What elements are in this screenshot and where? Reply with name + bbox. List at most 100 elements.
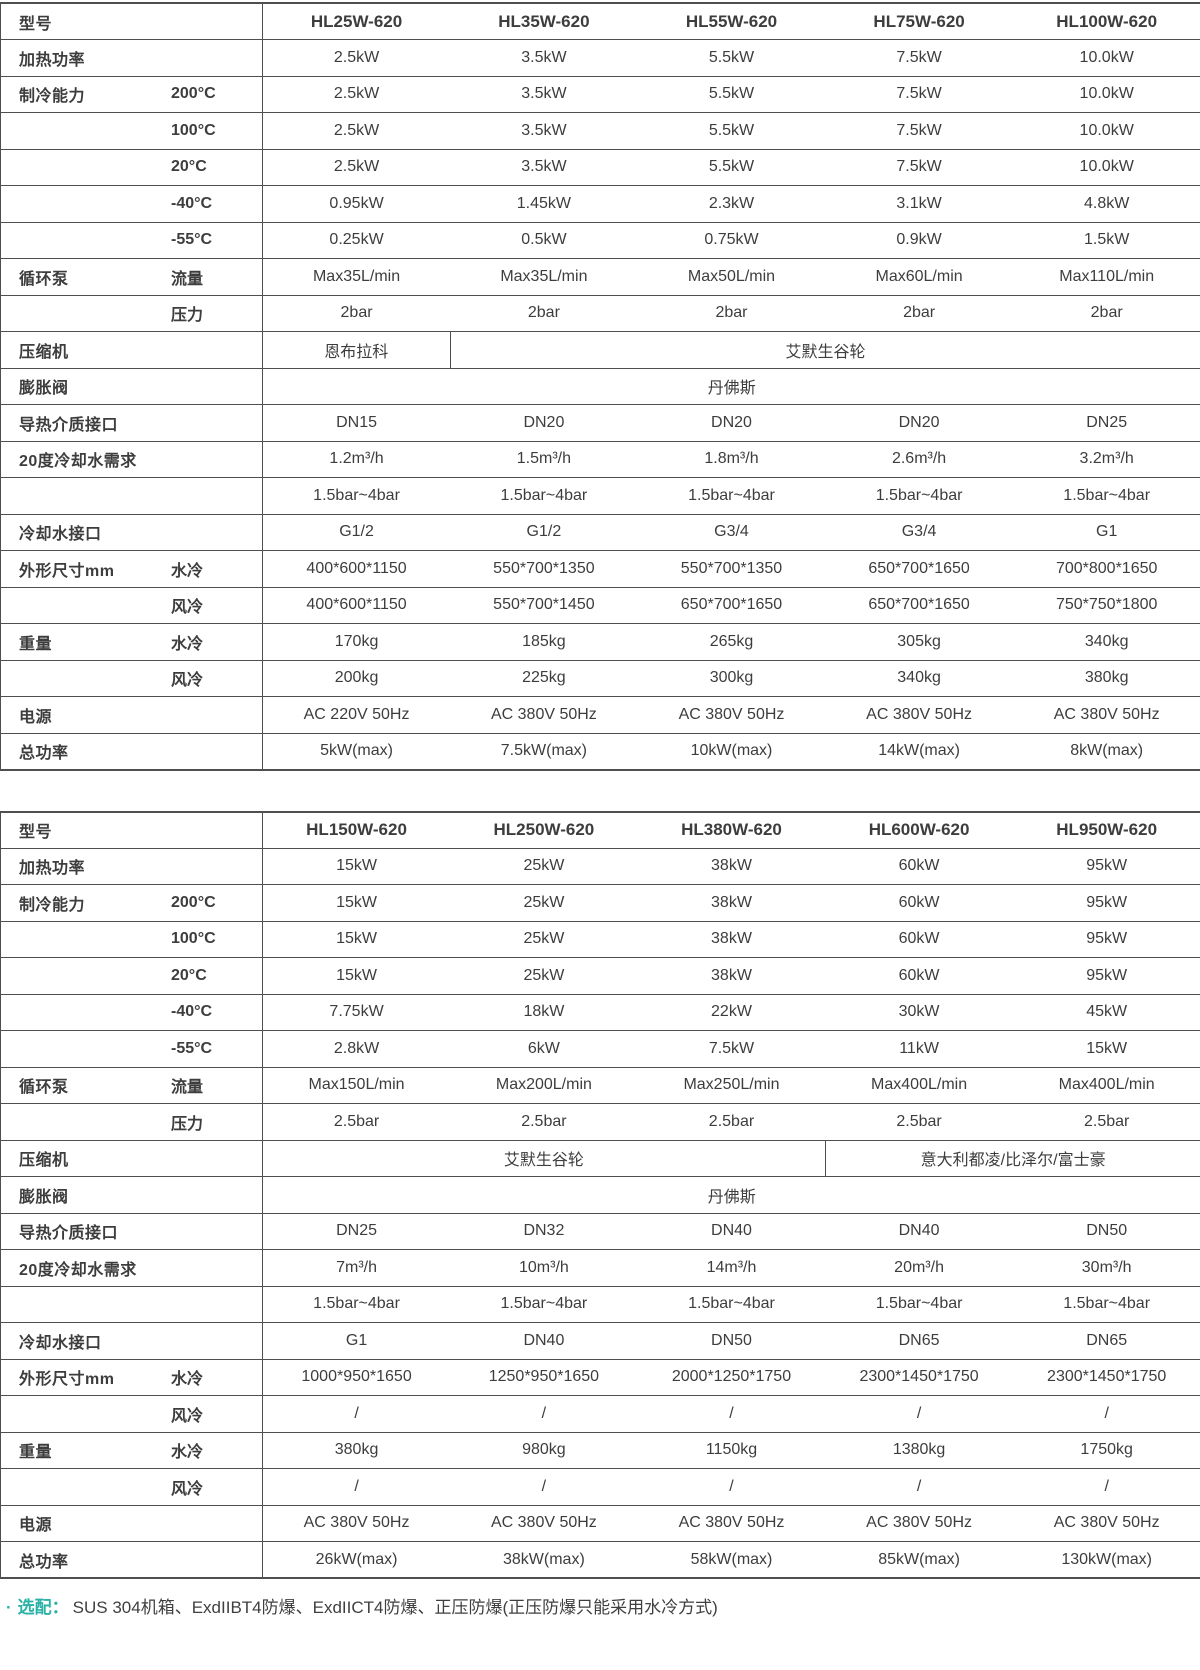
spec-row: 制冷能力 200°C 2.5kW 3.5kW 5.5kW 7.5kW 10.0kW [0,76,1200,113]
spec-value: / [825,1395,1013,1433]
spec-value: 0.5kW [450,222,638,259]
spec-value: 2000*1250*1750 [637,1359,826,1396]
spec-value: 0.9kW [825,222,1013,259]
spec-value: 1750kg [1012,1432,1200,1469]
row-sublabel: 20°C [171,966,207,984]
row-label: 重量 [19,635,53,653]
spec-value: AC 380V 50Hz [262,1505,451,1542]
model-name: HL950W-620 [1012,811,1200,849]
spec-value: G1 [1012,514,1200,551]
spec-value: 10kW(max) [637,733,826,770]
footnote-text: SUS 304机箱、ExdIIBT4防爆、ExdIICT4防爆、正压防爆(正压防… [72,1598,718,1617]
spec-value: 305kg [825,623,1013,661]
spec-value: G1 [262,1322,451,1360]
spec-row: 制冷能力 200°C 15kW 25kW 38kW 60kW 95kW [0,884,1200,922]
row-sublabel: -40°C [171,194,213,212]
spec-value: 2.5kW [262,39,451,77]
row-label: 外形尺寸mm [19,1371,115,1389]
spec-value: G1/2 [262,514,451,551]
spec-value: 意大利都凌/比泽尔/富士豪 [825,1140,1200,1177]
spec-value: 38kW [637,884,826,922]
row-label: 加热功率 [19,860,86,878]
spec-value: 2bar [825,295,1013,332]
spec-value: 550*700*1350 [637,550,826,588]
spec-value: 340kg [825,660,1013,697]
row-label-cell: 制冷能力 200°C [0,884,263,922]
spec-value: 1150kg [637,1432,826,1469]
spec-row: 20°C 2.5kW 3.5kW 5.5kW 7.5kW 10.0kW [0,149,1200,186]
row-label-cell: 总功率 [0,733,263,770]
row-label-cell: 压缩机 [0,1140,263,1177]
spec-value: Max110L/min [1012,258,1200,296]
row-label-cell [0,1286,263,1323]
spec-row: 重量 水冷 170kg 185kg 265kg 305kg 340kg [0,623,1200,661]
spec-row: -55°C 0.25kW 0.5kW 0.75kW 0.9kW 1.5kW [0,222,1200,259]
spec-value: 8kW(max) [1012,733,1200,770]
model-name: HL55W-620 [637,3,826,40]
spec-value: 7m³/h [262,1249,451,1287]
spec-value: 5.5kW [637,149,826,186]
spec-value: 2.5kW [262,112,451,150]
spec-value: 225kg [450,660,638,697]
row-label-cell: 100°C [0,921,263,958]
spec-row: 100°C 2.5kW 3.5kW 5.5kW 7.5kW 10.0kW [0,112,1200,150]
spec-row: 重量 水冷 380kg 980kg 1150kg 1380kg 1750kg [0,1432,1200,1469]
spec-value: 200kg [262,660,451,697]
spec-value: 2bar [450,295,638,332]
spec-value: Max400L/min [825,1067,1013,1104]
spec-row: 1.5bar~4bar 1.5bar~4bar 1.5bar~4bar 1.5bar~… [0,477,1200,515]
spec-value: DN40 [637,1213,826,1250]
spec-value: 980kg [450,1432,638,1469]
spec-value: DN50 [1012,1213,1200,1250]
row-label-cell: 型号 [0,811,263,849]
spec-value: 2.5bar [1012,1103,1200,1141]
spec-value: 130kW(max) [1012,1541,1200,1579]
spec-value: 2.5bar [637,1103,826,1141]
spec-value: DN20 [637,404,826,442]
spec-value: DN25 [1012,404,1200,442]
row-label-cell: 电源 [0,696,263,734]
spec-row: 总功率 26kW(max) 38kW(max) 58kW(max) 85kW(max) 1… [0,1541,1200,1579]
spec-value: 10.0kW [1012,112,1200,150]
spec-value: G3/4 [825,514,1013,551]
spec-value: 45kW [1012,994,1200,1031]
row-label-cell: 压力 [0,1103,263,1141]
model-name: HL150W-620 [262,811,451,849]
spec-row: 压缩机 艾默生谷轮 意大利都凌/比泽尔/富士豪 [0,1140,1200,1177]
spec-value: 0.95kW [262,185,451,223]
spec-row: -40°C 7.75kW 18kW 22kW 30kW 45kW [0,994,1200,1031]
spec-value: AC 220V 50Hz [262,696,451,734]
spec-value: 185kg [450,623,638,661]
spec-value: DN20 [450,404,638,442]
spec-value: 3.5kW [450,112,638,150]
spec-row: 加热功率 2.5kW 3.5kW 5.5kW 7.5kW 10.0kW [0,39,1200,77]
spec-value: DN65 [825,1322,1013,1360]
row-label-cell: 重量 水冷 [0,1432,263,1469]
spec-value: 7.5kW [825,76,1013,113]
spec-value: 60kW [825,848,1013,885]
spec-value: 1.5bar~4bar [825,1286,1013,1323]
row-label: 循环泵 [19,1079,69,1097]
spec-row: 风冷 / / / / / [0,1468,1200,1506]
model-name: HL35W-620 [450,3,638,40]
spec-value: 10.0kW [1012,76,1200,113]
row-label: 压缩机 [19,343,69,361]
row-label: 膨胀阀 [19,380,69,398]
spec-value: 18kW [450,994,638,1031]
spec-value: 14m³/h [637,1249,826,1287]
spec-row: -55°C 2.8kW 6kW 7.5kW 11kW 15kW [0,1030,1200,1068]
row-label-cell: -40°C [0,185,263,223]
spec-value: 1.5bar~4bar [825,477,1013,515]
spec-value: AC 380V 50Hz [825,1505,1013,1542]
spec-value: Max150L/min [262,1067,451,1104]
row-label-cell: 加热功率 [0,848,263,885]
spec-value: 2.5bar [262,1103,451,1141]
row-sublabel: 20°C [171,158,207,176]
row-label: 导热介质接口 [19,1225,119,1243]
spec-value: 4.8kW [1012,185,1200,223]
spec-value: DN25 [262,1213,451,1250]
row-sublabel: -55°C [171,231,213,249]
spec-value: 3.5kW [450,76,638,113]
spec-value: 恩布拉科 [262,331,451,369]
spec-value: 10.0kW [1012,39,1200,77]
